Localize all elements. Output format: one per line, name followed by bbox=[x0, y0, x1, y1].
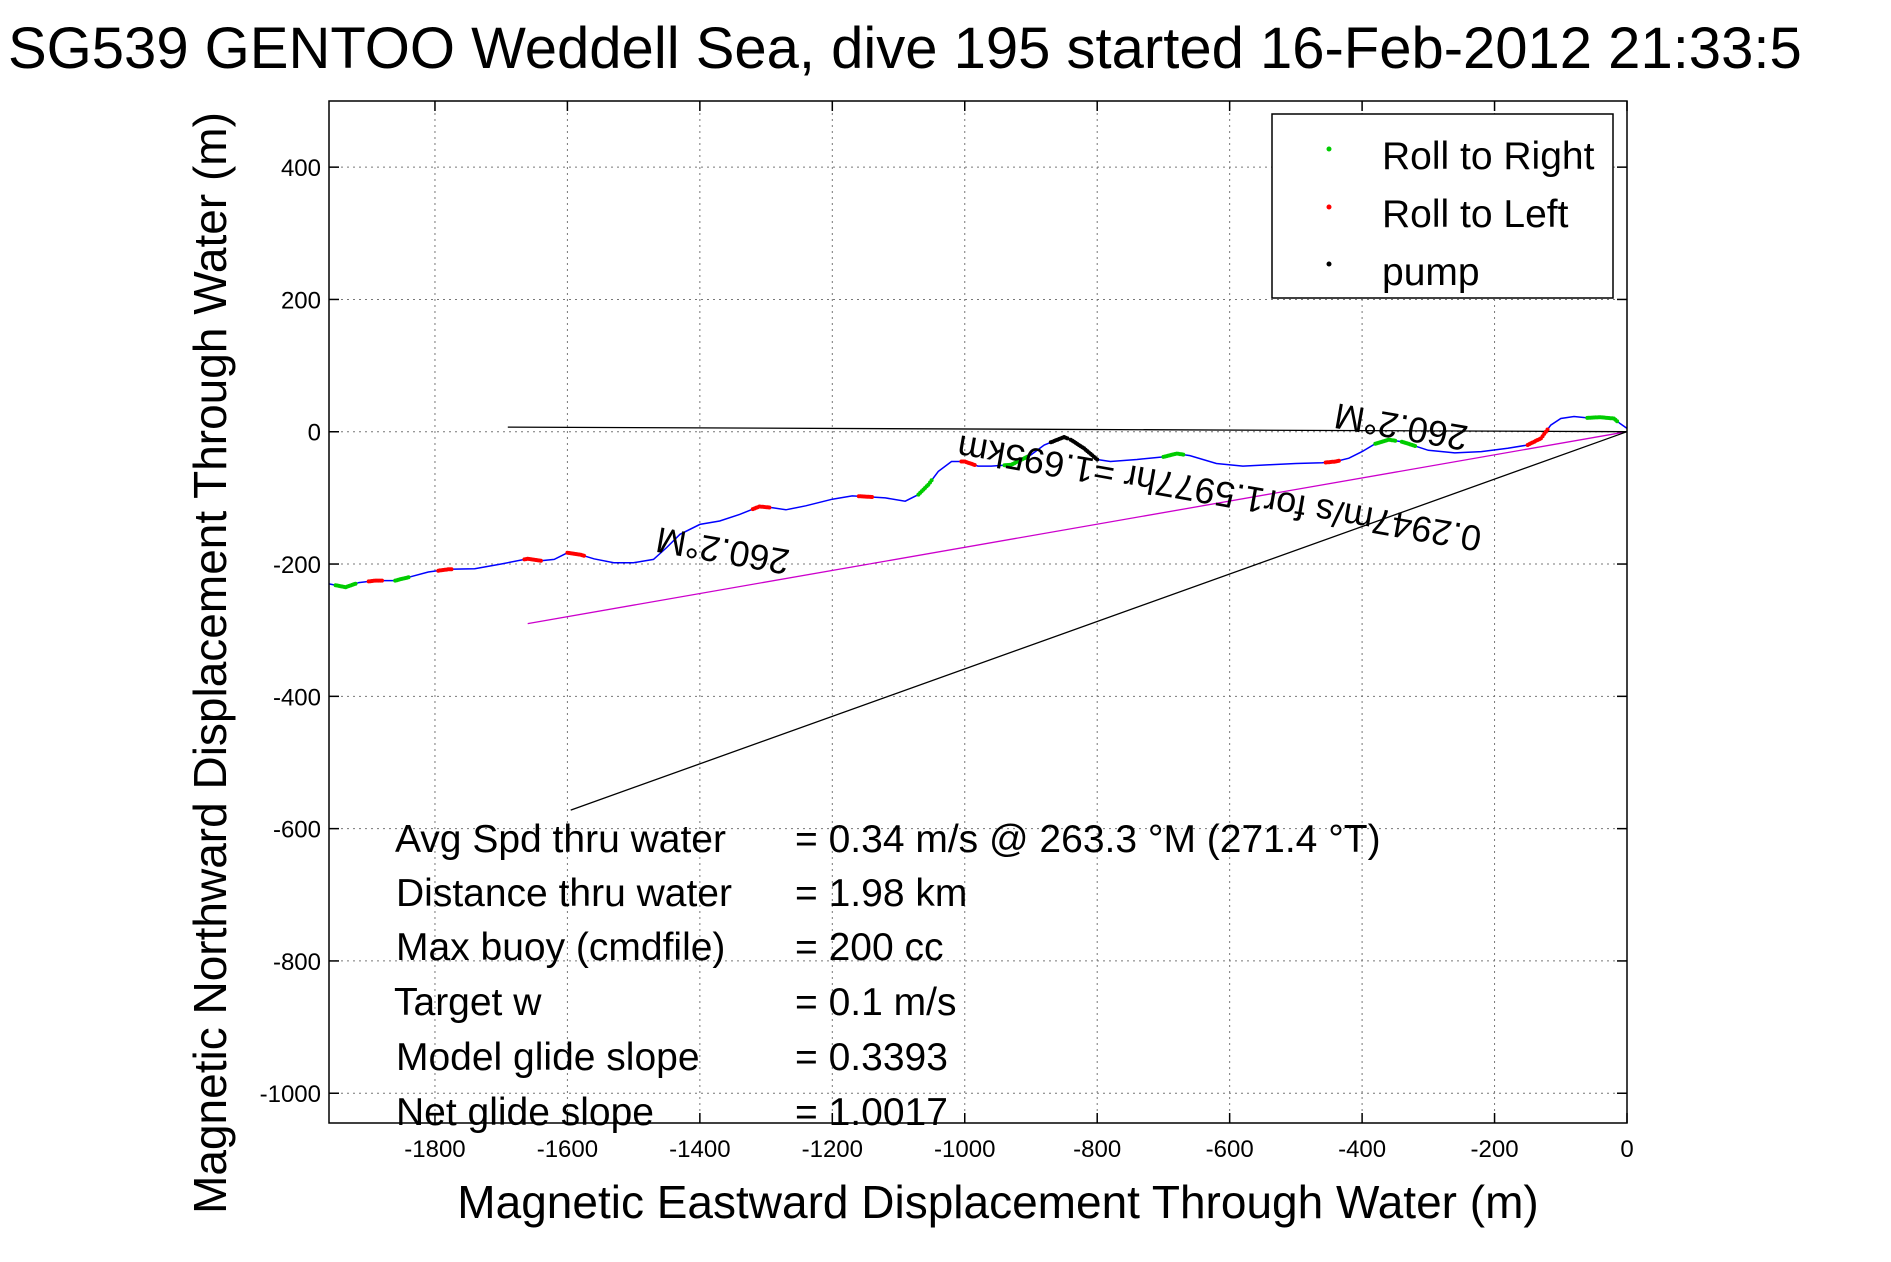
plot-frame bbox=[328, 100, 1628, 1124]
roll-left-marker bbox=[1336, 458, 1341, 463]
ticks: -1800 -1600 -1400 -1200 -1000 -800 -600 -400 -20… bbox=[260, 101, 1634, 1163]
y-tick-label: -200 bbox=[273, 552, 321, 579]
glider-track-line bbox=[328, 415, 1628, 588]
y-tick-label: 200 bbox=[281, 287, 321, 314]
current-vector-line bbox=[527, 431, 1628, 625]
x-tick-label: -1200 bbox=[802, 1136, 863, 1163]
legend-label-roll-left: Roll to Left bbox=[1382, 193, 1569, 236]
series-layer bbox=[328, 415, 1628, 811]
pump-marker bbox=[1065, 436, 1070, 441]
x-tick-label: -1600 bbox=[537, 1136, 598, 1163]
model-glide-line bbox=[570, 431, 1628, 811]
roll-right-marker bbox=[929, 478, 934, 483]
x-tick-label: -400 bbox=[1338, 1136, 1386, 1163]
stat-label-target-w: Target w bbox=[394, 981, 542, 1024]
roll-left-marker bbox=[767, 505, 772, 510]
y-tick-label: -600 bbox=[273, 817, 321, 844]
roll-right-marker bbox=[1025, 454, 1030, 459]
y-tick-label: -800 bbox=[273, 949, 321, 976]
y-tick-label: -1000 bbox=[260, 1081, 321, 1108]
stat-value-net-glide: = 1.0017 bbox=[795, 1091, 948, 1134]
stat-value-target-w: = 0.1 m/s bbox=[795, 981, 956, 1024]
y-tick-label: 400 bbox=[281, 155, 321, 182]
roll-left-marker bbox=[1545, 427, 1550, 432]
x-tick-label: -600 bbox=[1206, 1136, 1254, 1163]
roll-right-marker bbox=[1393, 438, 1398, 443]
roll-right-marker bbox=[1181, 452, 1186, 457]
y-axis-label: Magnetic Northward Displacement Through … bbox=[184, 112, 236, 1214]
roll-right-marker bbox=[353, 581, 358, 586]
legend-label-pump: pump bbox=[1382, 251, 1480, 294]
roll-left-marker bbox=[380, 578, 384, 583]
x-tick-label: -200 bbox=[1471, 1136, 1519, 1163]
stat-label-distance: Distance thru water bbox=[396, 872, 732, 915]
roll-right-marker bbox=[1615, 419, 1620, 424]
markers-layer bbox=[333, 415, 1620, 590]
roll-left-marker bbox=[870, 495, 874, 499]
stat-label-avg-speed: Avg Spd thru water bbox=[395, 818, 726, 861]
legend-marker-roll-left bbox=[1326, 204, 1332, 210]
roll-left-marker bbox=[972, 463, 977, 467]
chart-title: SG539 GENTOO Weddell Sea, dive 195 start… bbox=[8, 16, 1802, 81]
roll-right-marker bbox=[406, 575, 411, 580]
stat-value-avg-speed: = 0.34 m/s @ 263.3 °M (271.4 °T) bbox=[795, 818, 1381, 861]
stat-label-net-glide: Net glide slope bbox=[396, 1091, 654, 1134]
stats-block: Avg Spd thru water = 0.34 m/s @ 263.3 °M… bbox=[394, 818, 1381, 1134]
legend-label-roll-right: Roll to Right bbox=[1382, 135, 1595, 178]
y-tick-label: -400 bbox=[273, 684, 321, 711]
x-tick-label: -800 bbox=[1073, 1136, 1121, 1163]
legend: Roll to Right Roll to Left pump bbox=[1271, 113, 1614, 299]
legend-marker-pump bbox=[1326, 261, 1332, 267]
stat-value-max-buoy: = 200 cc bbox=[795, 926, 944, 969]
roll-left-marker bbox=[538, 558, 543, 563]
roll-left-marker bbox=[582, 553, 586, 558]
x-tick-label: -1400 bbox=[669, 1136, 730, 1163]
x-axis-label: Magnetic Eastward Displacement Through W… bbox=[457, 1176, 1538, 1228]
reference-line bbox=[507, 426, 1628, 433]
roll-right-marker bbox=[1413, 444, 1418, 448]
stat-value-distance: = 1.98 km bbox=[795, 872, 967, 915]
y-tick-label: 0 bbox=[308, 420, 321, 447]
legend-marker-roll-right bbox=[1326, 146, 1332, 152]
roll-left-marker bbox=[449, 567, 454, 572]
x-tick-label: -1000 bbox=[934, 1136, 995, 1163]
x-tick-label: 0 bbox=[1620, 1136, 1633, 1163]
stat-label-model-glide: Model glide slope bbox=[396, 1036, 700, 1079]
x-tick-label: -1800 bbox=[404, 1136, 465, 1163]
stat-value-model-glide: = 0.3393 bbox=[795, 1036, 948, 1079]
stat-label-max-buoy: Max buoy (cmdfile) bbox=[396, 926, 725, 969]
pump-marker bbox=[1095, 457, 1100, 462]
